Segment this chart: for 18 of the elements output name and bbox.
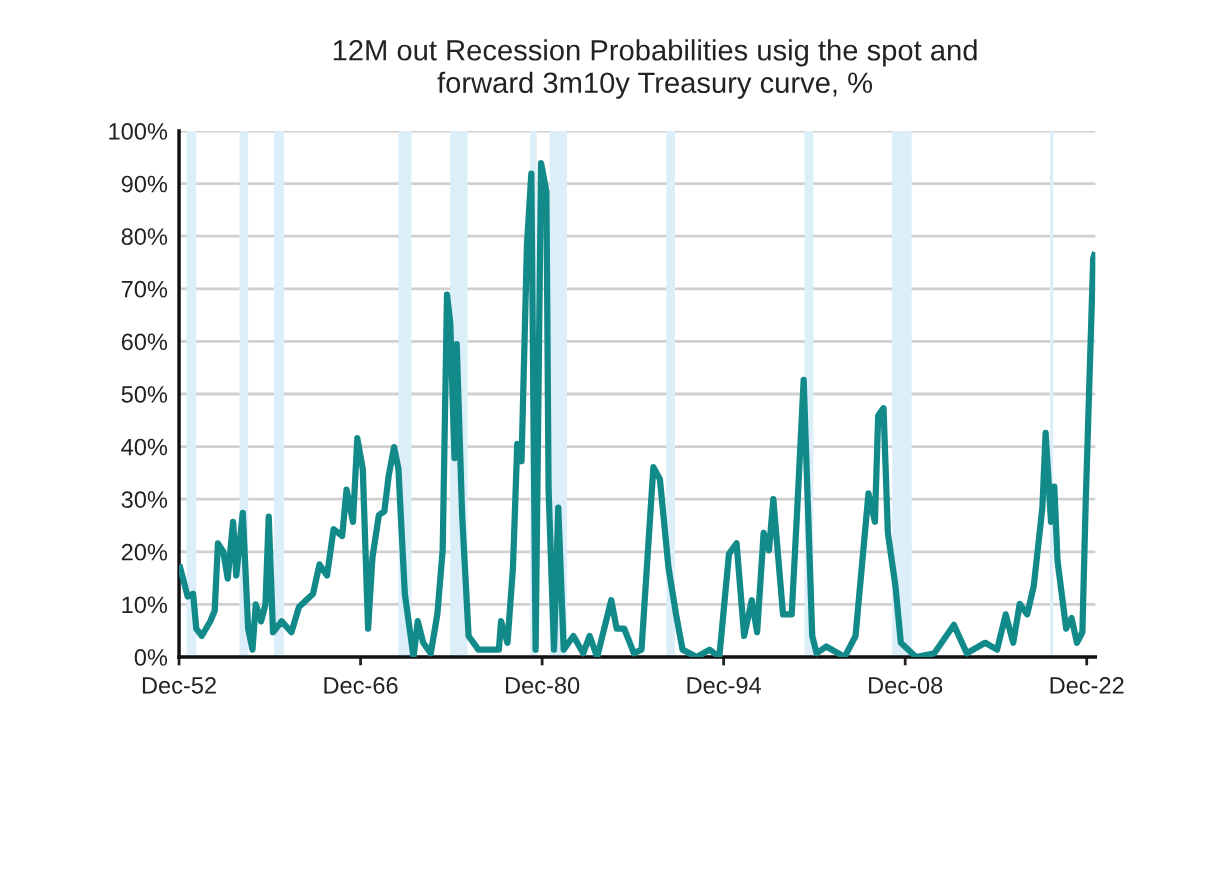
- y-tick-label: 70%: [121, 280, 168, 298]
- y-tick-label: 50%: [121, 386, 168, 403]
- y-tick-label: 100%: [109, 123, 168, 140]
- x-tick-label: Dec-52: [142, 677, 216, 694]
- y-tick-label: 40%: [121, 438, 168, 456]
- x-tick-label: Dec-22: [1050, 677, 1124, 694]
- y-tick-label: 80%: [121, 228, 168, 245]
- x-tick-label: Dec-66: [324, 677, 398, 694]
- x-tick-label: Dec-94: [687, 677, 761, 694]
- chart-title: 12M out Recession Probabilities usig the spot and forward 3m10y Treasury curve, %: [333, 39, 977, 99]
- y-tick-label: 10%: [122, 596, 168, 614]
- y-tick-label: 20%: [121, 543, 168, 561]
- y-tick-label: 60%: [121, 333, 168, 351]
- x-tick-label: Dec-08: [869, 677, 943, 694]
- y-tick-label: 90%: [121, 175, 168, 193]
- y-tick-label: 0%: [134, 649, 168, 666]
- y-tick-label: 30%: [121, 491, 168, 508]
- x-tick-label: Dec-80: [506, 677, 580, 694]
